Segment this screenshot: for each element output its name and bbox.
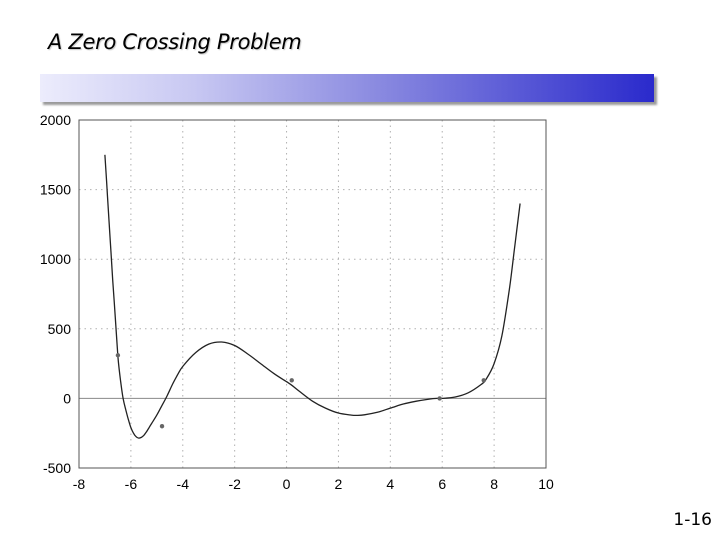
x-tick-label: -8: [73, 476, 86, 492]
slide-number: 1-16: [673, 510, 712, 530]
series-curve: [104, 154, 521, 439]
y-tick-label: 1000: [40, 251, 71, 267]
x-tick-label: 2: [335, 476, 343, 492]
x-tick-label: -6: [125, 476, 138, 492]
data-marker: [115, 353, 121, 358]
x-tick-label: 4: [386, 476, 394, 492]
x-tick-label: 8: [490, 476, 498, 492]
title-gradient-bar: [40, 74, 654, 102]
grid-lines: [79, 120, 546, 468]
plot-frame: [78, 119, 547, 469]
x-tick-label: 6: [438, 476, 446, 492]
y-tick-label: 1500: [40, 182, 71, 198]
x-tick-label: -4: [177, 476, 190, 492]
x-tick-labels: -8 -6 -4 -2 0 2 4 6 8 10: [73, 476, 554, 492]
data-marker: [481, 378, 486, 383]
y-tick-label: -500: [43, 460, 71, 476]
data-marker: [289, 378, 294, 383]
y-tick-label: 0: [63, 390, 71, 406]
x-tick-label: 0: [283, 476, 291, 492]
y-tick-label: 500: [48, 321, 72, 337]
y-tick-label: 2000: [40, 112, 71, 128]
data-marker: [437, 396, 442, 401]
slide-title: A Zero Crossing Problem: [48, 30, 302, 54]
data-markers: [115, 353, 486, 429]
x-tick-label: -2: [228, 476, 241, 492]
x-tick-label: 10: [538, 476, 554, 492]
data-marker: [159, 424, 165, 429]
y-tick-labels: -500 0 500 1000 1500 2000: [40, 112, 71, 476]
